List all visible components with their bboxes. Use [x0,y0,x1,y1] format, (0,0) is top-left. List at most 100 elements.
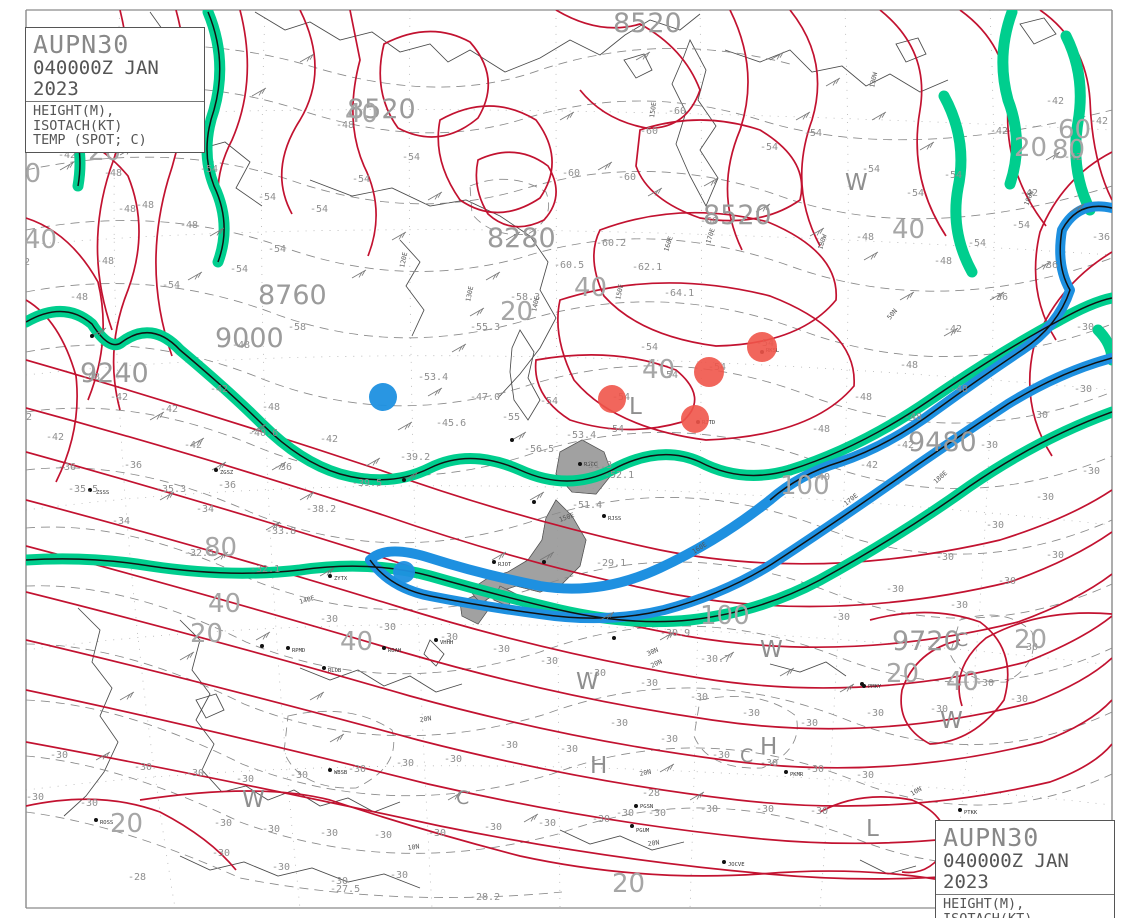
svg-text:-30: -30 [80,798,98,809]
svg-text:-48: -48 [96,256,114,267]
svg-text:60: 60 [1058,115,1091,145]
svg-text:8280: 8280 [487,223,556,254]
jet-axis [26,11,1112,623]
svg-text:-30: -30 [500,740,518,751]
annotation-marker-red [747,332,777,362]
svg-text:150E: 150E [648,102,658,119]
svg-text:-30: -30 [690,692,708,703]
svg-text:-36: -36 [990,292,1008,303]
svg-text:PGUM: PGUM [636,828,650,834]
svg-text:-30: -30 [760,758,778,769]
svg-text:-30: -30 [660,734,678,745]
svg-text:-30.9: -30.9 [660,628,690,639]
low-marker: L [866,816,879,842]
annotation-marker-red [598,385,626,413]
svg-text:-30: -30 [492,644,510,655]
legend-divider [26,101,204,103]
svg-text:-30: -30 [378,622,396,633]
svg-text:-30: -30 [588,668,606,679]
svg-text:ROSS: ROSS [100,820,113,826]
svg-text:-58: -58 [288,322,306,333]
svg-text:-53.4: -53.4 [418,372,448,383]
legend-bulletin-id: AUPN30 [33,30,130,59]
svg-text:-54: -54 [162,280,180,291]
svg-text:-36: -36 [124,460,142,471]
svg-text:ZSSS: ZSSS [96,490,109,496]
svg-text:-30: -30 [950,600,968,611]
svg-text:-30: -30 [936,552,954,563]
svg-text:-45.6: -45.6 [436,418,466,429]
svg-text:-28: -28 [128,872,146,883]
svg-text:-30: -30 [484,822,502,833]
legend-parameters: HEIGHT(M), ISOTACH(KT) [33,103,123,134]
annotation-marker-red [694,357,724,387]
high-marker: H [760,734,777,760]
svg-text:40: 40 [340,627,373,657]
svg-text:20N: 20N [647,838,660,848]
svg-text:40: 40 [24,225,57,255]
svg-text:-30: -30 [26,792,44,803]
svg-text:RJSS: RJSS [608,516,621,522]
warm-marker: W [845,170,868,196]
svg-text:80: 80 [8,159,41,189]
svg-text:-51.4: -51.4 [572,500,602,511]
svg-text:9480: 9480 [908,427,977,458]
svg-text:-48: -48 [232,340,250,351]
svg-text:-48: -48 [104,168,122,179]
svg-text:-36: -36 [274,462,292,473]
svg-text:-35.5: -35.5 [68,484,98,495]
svg-text:-30: -30 [1036,492,1054,503]
svg-text:-38.2: -38.2 [306,504,336,515]
svg-text:-30: -30 [742,708,760,719]
svg-text:-54: -54 [906,188,924,199]
svg-text:-48: -48 [934,256,952,267]
svg-text:-34: -34 [196,504,214,515]
svg-text:-48: -48 [904,412,922,423]
warm-marker: W [576,669,599,695]
svg-text:20: 20 [190,619,223,649]
svg-text:8520: 8520 [703,200,772,231]
low-marker: L [629,394,642,420]
svg-text:40: 40 [642,355,675,385]
svg-text:-48: -48 [262,402,280,413]
svg-text:-42: -42 [1046,96,1064,107]
svg-text:-30: -30 [440,632,458,643]
svg-text:20: 20 [1014,625,1047,655]
svg-text:40: 40 [574,273,607,303]
svg-text:40: 40 [892,215,925,245]
svg-text:-60: -60 [668,106,686,117]
svg-text:10N: 10N [407,842,420,852]
cold-marker: C [740,745,753,767]
svg-text:-40.6: -40.6 [248,428,278,439]
svg-text:9000: 9000 [215,323,284,354]
annotation-markers[interactable] [369,332,777,583]
annotation-marker-blue [393,561,415,583]
svg-text:-30: -30 [134,762,152,773]
svg-text:9720: 9720 [892,626,961,657]
svg-text:-42: -42 [1064,152,1082,163]
svg-text:PKMR: PKMR [790,772,804,778]
svg-text:-54: -54 [968,238,986,249]
svg-text:-42: -42 [12,257,30,268]
legend-box-top: AUPN30 040000Z JAN 2023 HEIGHT(M), ISOTA… [25,27,205,153]
svg-text:-39.5: -39.5 [352,478,382,489]
svg-text:20: 20 [500,297,533,327]
svg-text:-58.3: -58.3 [510,292,540,303]
svg-text:120E: 120E [398,251,409,268]
legend-divider [936,894,1114,896]
svg-text:-56.5: -56.5 [524,444,554,455]
svg-text:-48: -48 [70,292,88,303]
svg-text:-30: -30 [806,764,824,775]
pressure-markers: L H H C C C L W W W W W [242,170,968,842]
svg-text:-30: -30 [214,818,232,829]
svg-text:80: 80 [1052,135,1085,165]
svg-text:-30: -30 [374,830,392,841]
svg-text:-42: -42 [320,434,338,445]
height-contours [26,10,1112,901]
svg-text:VHHH: VHHH [440,640,453,646]
svg-text:130E: 130E [464,285,475,302]
svg-text:150E: 150E [614,283,625,300]
svg-text:-48: -48 [812,424,830,435]
svg-text:-30: -30 [262,824,280,835]
